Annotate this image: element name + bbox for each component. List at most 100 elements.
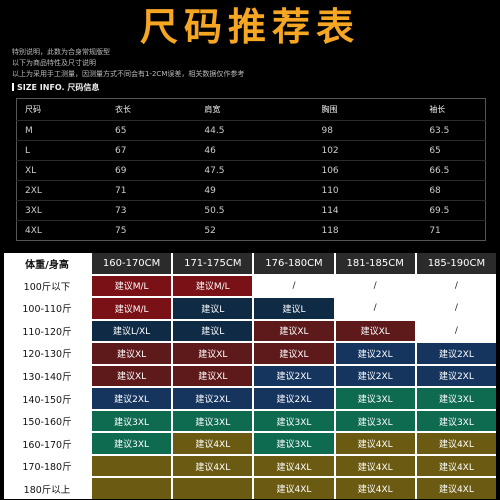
size-table-cell: 102 bbox=[313, 140, 422, 161]
height-column-header: 171-175CM bbox=[173, 253, 253, 274]
size-recommendation-cell: 建议2XL bbox=[416, 365, 496, 387]
size-recommendation-cell: 建议3XL bbox=[92, 410, 172, 432]
weight-row-label: 130-140斤 bbox=[4, 365, 90, 387]
size-recommendation-cell: 建议4XL bbox=[254, 455, 334, 477]
note-line: 以上为采用手工测量，因测量方式不同会有1-2CM误差，相关数据仅作参考 bbox=[12, 70, 245, 78]
size-recommendation-cell bbox=[92, 455, 172, 477]
size-recommendation-cell: 建议3XL bbox=[416, 410, 496, 432]
size-table-cell: 66.5 bbox=[421, 160, 486, 181]
size-table-cell: M bbox=[16, 120, 107, 141]
size-table-row: 2XL 71 49 110 68 bbox=[16, 180, 486, 201]
size-recommendation-cell: 建议4XL bbox=[254, 478, 334, 499]
size-table-header-cell: 尺码 bbox=[25, 105, 41, 114]
weight-row-label: 160-170斤 bbox=[4, 433, 90, 454]
size-recommendation-cell: 建议3XL bbox=[92, 433, 172, 454]
weight-row-label: 120-130斤 bbox=[4, 343, 90, 364]
size-recommendation-cell: / bbox=[254, 275, 334, 297]
size-table-cell: 106 bbox=[313, 160, 422, 181]
note-line: 以下为商品特性及尺寸说明 bbox=[12, 59, 96, 67]
size-table-cell: 47.5 bbox=[196, 160, 314, 181]
size-table-cell: 52 bbox=[196, 220, 314, 241]
size-table-cell: 71 bbox=[421, 220, 486, 241]
size-recommendation-cell: 建议3XL bbox=[335, 388, 415, 409]
size-recommendation-cell: 建议4XL bbox=[416, 455, 496, 477]
size-recommendation-cell: 建议4XL bbox=[416, 433, 496, 454]
height-column-header: 185-190CM bbox=[416, 253, 496, 274]
size-notes: 特别说明，此数为合身常规版型 以下为商品特性及尺寸说明 以上为采用手工测量，因测… bbox=[12, 47, 244, 80]
size-recommendation-cell: 建议4XL bbox=[416, 478, 496, 499]
weight-row-label: 150-160斤 bbox=[4, 410, 90, 432]
size-recommendation-cell: 建议3XL bbox=[416, 388, 496, 409]
size-recommendation-cell: 建议M/L bbox=[173, 275, 253, 297]
size-table-header: 尺码 衣长 肩宽 胸围 袖长 bbox=[17, 99, 486, 121]
size-recommendation-cell: / bbox=[335, 275, 415, 297]
size-recommendation-cell: 建议4XL bbox=[173, 433, 253, 454]
size-recommendation-cell: 建议3XL bbox=[335, 410, 415, 432]
size-recommendation-cell: 建议4XL bbox=[335, 478, 415, 499]
size-recommendation-cell: / bbox=[335, 298, 415, 319]
size-table-cell: 69.5 bbox=[421, 200, 486, 221]
grid-corner-header: 体重/身高 bbox=[4, 253, 90, 274]
size-recommendation-cell: 建议XL bbox=[254, 320, 334, 342]
size-recommendation-cell: 建议XL bbox=[173, 343, 253, 364]
size-recommendation-cell: 建议2XL bbox=[92, 388, 172, 409]
size-table: 尺码 衣长 肩宽 胸围 袖长 M 65 44.5 98 63.5 L 67 46 102 65 XL 69 47.… bbox=[16, 98, 486, 241]
size-table-cell: 71 bbox=[107, 180, 197, 201]
size-recommendation-cell: 建议2XL bbox=[254, 388, 334, 409]
size-table-row: 3XL 73 50.5 114 69.5 bbox=[16, 200, 486, 221]
size-table-cell: 73 bbox=[107, 200, 197, 221]
size-recommendation-cell: 建议M/L bbox=[92, 298, 172, 319]
size-recommendation-cell bbox=[173, 478, 253, 499]
weight-row-label: 100-110斤 bbox=[4, 298, 90, 319]
size-recommendation-cell: / bbox=[416, 298, 496, 319]
size-recommendation-cell: 建议4XL bbox=[173, 455, 253, 477]
size-recommendation-cell: 建议4XL bbox=[335, 455, 415, 477]
page-title: 尺码推荐表 bbox=[139, 5, 360, 49]
size-table-header-cell: 胸围 bbox=[321, 105, 338, 114]
size-recommendation-cell: 建议XL bbox=[335, 320, 415, 342]
recommendation-grid: 体重/身高 160-170CM 171-175CM 176-180CM 181-185C… bbox=[4, 253, 496, 499]
size-recommendation-cell: 建议L/XL bbox=[92, 320, 172, 342]
size-recommendation-cell: 建议L bbox=[173, 320, 253, 342]
size-table-row: XL 69 47.5 106 66.5 bbox=[16, 160, 486, 181]
size-table-cell: 3XL bbox=[16, 200, 107, 221]
size-table-header-cell: 袖长 bbox=[429, 105, 446, 114]
size-recommendation-cell: 建议XL bbox=[254, 343, 334, 364]
size-table-cell: 4XL bbox=[16, 220, 107, 241]
size-table-cell: 110 bbox=[313, 180, 422, 201]
size-table-cell: 65 bbox=[107, 120, 197, 141]
size-table-cell: 46 bbox=[196, 140, 314, 161]
size-table-row: 4XL 75 52 118 71 bbox=[16, 220, 486, 241]
size-table-cell: 118 bbox=[313, 220, 422, 241]
size-table-cell: 65 bbox=[421, 140, 486, 161]
weight-row-label: 100斤以下 bbox=[4, 275, 90, 297]
size-table-cell: 44.5 bbox=[196, 120, 314, 141]
note-line: 特别说明，此数为合身常规版型 bbox=[12, 48, 110, 56]
size-table-cell: 2XL bbox=[16, 180, 107, 201]
size-table-row: L 67 46 102 65 bbox=[16, 140, 486, 161]
size-recommendation-cell: / bbox=[416, 320, 496, 342]
size-table-cell: 63.5 bbox=[421, 120, 486, 141]
height-column-header: 160-170CM bbox=[92, 253, 172, 274]
size-recommendation-cell: 建议2XL bbox=[335, 365, 415, 387]
size-recommendation-cell: 建议XL bbox=[92, 343, 172, 364]
weight-row-label: 180斤以上 bbox=[4, 478, 90, 499]
height-column-header: 176-180CM bbox=[254, 253, 334, 274]
size-recommendation-cell: 建议3XL bbox=[173, 410, 253, 432]
size-info-heading: SIZE INFO. 尺码信息 bbox=[12, 82, 99, 93]
size-recommendation-cell: 建议XL bbox=[173, 365, 253, 387]
size-recommendation-cell: 建议3XL bbox=[254, 433, 334, 454]
size-table-row: M 65 44.5 98 63.5 bbox=[16, 120, 486, 141]
size-recommendation-cell bbox=[92, 478, 172, 499]
size-table-header-cell: 衣长 bbox=[115, 105, 131, 114]
weight-row-label: 110-120斤 bbox=[4, 320, 90, 342]
size-recommendation-cell: 建议2XL bbox=[254, 365, 334, 387]
size-recommendation-cell: 建议2XL bbox=[335, 343, 415, 364]
size-table-cell: 50.5 bbox=[196, 200, 314, 221]
size-recommendation-cell: 建议2XL bbox=[173, 388, 253, 409]
size-recommendation-cell: 建议M/L bbox=[92, 275, 172, 297]
weight-row-label: 170-180斤 bbox=[4, 455, 90, 477]
size-table-cell: XL bbox=[16, 160, 107, 181]
size-table-cell: L bbox=[16, 140, 107, 161]
size-table-cell: 67 bbox=[107, 140, 197, 161]
